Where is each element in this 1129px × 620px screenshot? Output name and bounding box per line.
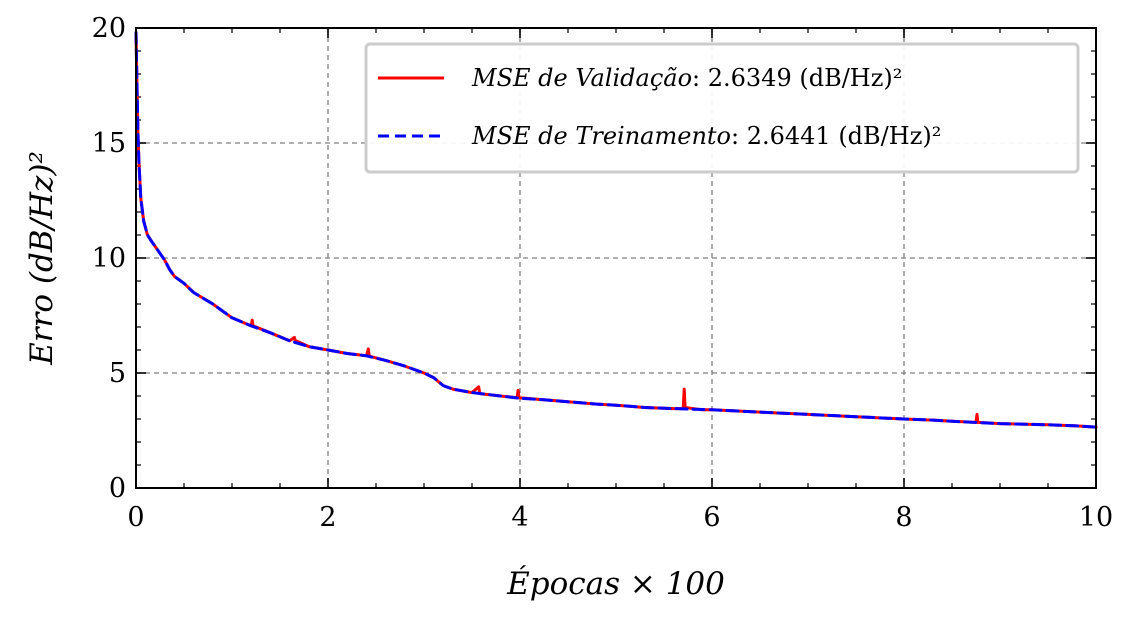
x-axis-label: Épocas × 100 [506, 564, 725, 602]
y-axis-label: Erro (dB/Hz)² [24, 151, 60, 366]
y-tick-label-10: 10 [92, 243, 126, 274]
legend-label-training-value: : 2.6441 (dB/Hz)² [731, 122, 941, 150]
x-tick-label-4: 4 [511, 502, 528, 533]
x-tick-label-6: 6 [703, 502, 720, 533]
plot-frame [135, 27, 1097, 489]
x-tick-label-2: 2 [319, 502, 336, 533]
x-tick-label-8: 8 [895, 502, 912, 533]
y-tick-label-20: 20 [92, 13, 126, 44]
legend: MSE de Validação: 2.6349 (dB/Hz)² MSE de… [364, 42, 1080, 174]
x-tick-label-0: 0 [127, 502, 144, 533]
legend-label-validation: MSE de Validação: 2.6349 (dB/Hz)² [471, 64, 902, 92]
legend-label-training: MSE de Treinamento: 2.6441 (dB/Hz)² [471, 122, 941, 150]
y-tick-label-0: 0 [109, 473, 126, 504]
series-lines [134, 31, 1098, 429]
series-line-training [134, 31, 1098, 429]
tick-labels: 0 2 4 6 8 10 0 5 10 15 20 [92, 13, 1114, 533]
legend-label-validation-value: : 2.6349 (dB/Hz)² [692, 64, 902, 92]
legend-label-training-main: MSE de Treinamento [471, 122, 731, 150]
y-tick-label-5: 5 [109, 358, 126, 389]
legend-box [364, 42, 1080, 174]
legend-label-validation-main: MSE de Validação [471, 64, 692, 92]
y-tick-label-15: 15 [92, 128, 126, 159]
x-tick-label-10: 10 [1079, 502, 1113, 533]
